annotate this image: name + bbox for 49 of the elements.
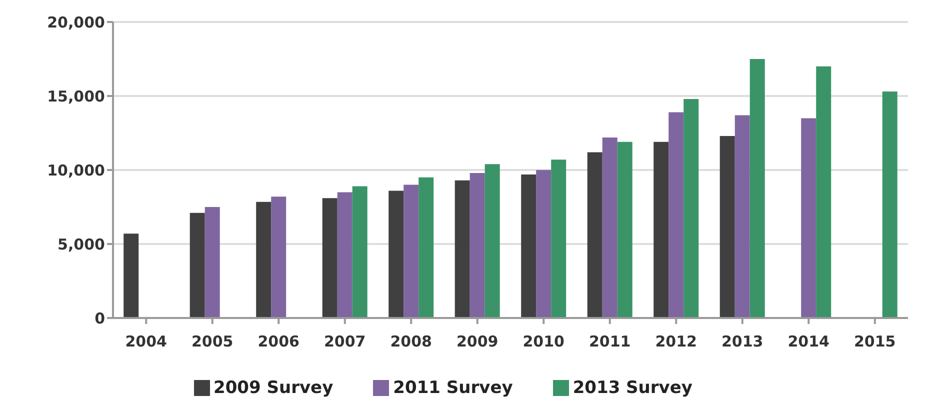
bar <box>124 234 139 318</box>
x-tick-label: 2006 <box>258 332 300 351</box>
x-tick-label: 2007 <box>324 332 366 351</box>
bar <box>654 142 669 318</box>
bar <box>801 118 816 318</box>
legend-label: 2009 Survey <box>214 378 334 398</box>
y-tick-label: 15,000 <box>47 87 105 106</box>
legend-label: 2013 Survey <box>572 378 692 398</box>
bar <box>684 98 699 318</box>
bar <box>470 172 485 318</box>
bar <box>190 212 205 318</box>
x-tick-label: 2008 <box>390 332 432 351</box>
bar <box>484 164 500 318</box>
bar <box>551 160 566 318</box>
legend-label: 2011 Survey <box>393 378 513 398</box>
bar <box>256 202 272 318</box>
bar <box>816 66 832 318</box>
bar <box>734 115 750 318</box>
x-tick-label: 2015 <box>854 332 896 351</box>
x-tick-label: 2011 <box>589 332 631 351</box>
bar <box>454 180 470 318</box>
x-tick-label: 2014 <box>788 332 830 351</box>
bar <box>521 174 536 318</box>
y-tick-label: 20,000 <box>47 13 105 32</box>
bar <box>750 59 765 318</box>
bar <box>587 152 602 318</box>
bar <box>617 142 632 318</box>
bar <box>668 112 684 318</box>
bar <box>352 186 368 318</box>
x-tick-label: 2013 <box>722 332 764 351</box>
y-tick-label: 10,000 <box>47 161 105 180</box>
y-tick-label: 0 <box>94 309 105 328</box>
x-tick-label: 2004 <box>125 332 167 351</box>
x-tick-label: 2005 <box>192 332 234 351</box>
x-tick-label: 2012 <box>655 332 697 351</box>
bar <box>322 198 338 318</box>
bar <box>418 177 434 318</box>
bar <box>882 92 898 318</box>
bar <box>271 196 286 318</box>
bar <box>602 137 618 318</box>
x-tick-label: 2009 <box>456 332 498 351</box>
bar <box>204 207 220 318</box>
bar <box>337 192 352 318</box>
bar <box>536 170 552 318</box>
bar <box>404 184 419 318</box>
x-tick-label: 2010 <box>522 332 564 351</box>
y-tick-label: 5,000 <box>58 235 105 254</box>
bar <box>388 190 404 318</box>
bar <box>720 136 735 318</box>
